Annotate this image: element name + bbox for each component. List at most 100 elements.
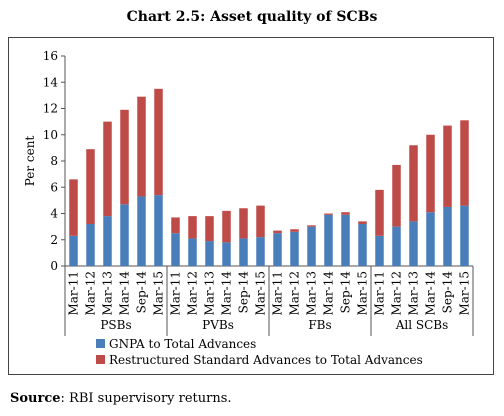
chart-title: Chart 2.5: Asset quality of SCBs (126, 9, 378, 25)
group-label: PVBs (202, 318, 234, 332)
y-tick-label: 14 (43, 75, 59, 89)
bar-restructured-fbs-mar-11 (273, 230, 282, 234)
bar-gnpa-pvbs-mar-11 (171, 233, 180, 266)
x-tick-label: Mar-11 (271, 271, 285, 316)
source-note: Source: RBI supervisory returns. (10, 391, 232, 406)
legend-swatch-gnpa (96, 339, 105, 348)
source-text: : RBI supervisory returns. (60, 391, 232, 406)
x-tick-label: Mar-14 (424, 271, 438, 316)
x-tick-label: Mar-13 (101, 271, 115, 316)
bar-restructured-pvbs-mar-15 (256, 205, 265, 238)
x-tick-label: Mar-11 (373, 271, 387, 316)
y-tick-label: 12 (43, 102, 58, 116)
bar-gnpa-psbs-mar-11 (69, 235, 78, 266)
bar-restructured-all-scbs-mar-11 (375, 189, 384, 236)
x-tick-label: Sep-14 (441, 271, 455, 314)
y-tick-label: 10 (43, 128, 58, 142)
x-tick-label: Mar-11 (169, 271, 183, 316)
x-tick-label: Mar-12 (84, 271, 98, 316)
bar-gnpa-psbs-mar-14 (120, 204, 129, 266)
legend-swatch-restructured (96, 355, 105, 364)
bar-gnpa-all-scbs-mar-13 (409, 221, 418, 266)
x-tick-label: Mar-13 (203, 271, 217, 316)
y-tick-label: 0 (50, 259, 58, 273)
bar-restructured-all-scbs-mar-13 (409, 145, 418, 222)
x-tick-label: Mar-12 (186, 271, 200, 316)
bar-restructured-fbs-mar-15 (358, 221, 367, 224)
bar-restructured-psbs-mar-15 (154, 88, 163, 196)
chart-bars (69, 88, 469, 266)
bar-restructured-pvbs-sep-14 (239, 208, 248, 239)
bar-gnpa-psbs-mar-15 (154, 195, 163, 266)
bar-gnpa-pvbs-mar-12 (188, 238, 197, 266)
bar-gnpa-fbs-sep-14 (341, 214, 350, 266)
y-tick-label: 8 (50, 154, 58, 168)
bar-gnpa-fbs-mar-14 (324, 214, 333, 266)
source-label: Source (10, 391, 61, 406)
bar-gnpa-fbs-mar-15 (358, 224, 367, 266)
legend-label-restructured: Restructured Standard Advances to Total … (109, 353, 423, 367)
bar-gnpa-all-scbs-mar-12 (392, 226, 401, 266)
y-tick-label: 16 (43, 49, 58, 63)
bar-restructured-fbs-mar-12 (290, 229, 299, 232)
bar-restructured-psbs-mar-13 (103, 121, 112, 217)
bar-gnpa-psbs-sep-14 (137, 196, 146, 266)
x-tick-label: Sep-14 (135, 271, 149, 314)
y-tick-label: 2 (50, 233, 58, 247)
bar-gnpa-psbs-mar-12 (86, 224, 95, 266)
bar-gnpa-fbs-mar-13 (307, 226, 316, 266)
bar-restructured-fbs-mar-14 (324, 213, 333, 215)
y-tick-label: 6 (50, 180, 58, 194)
bar-restructured-psbs-mar-11 (69, 179, 78, 236)
bar-restructured-psbs-mar-12 (86, 149, 95, 224)
group-label: All SCBs (395, 318, 449, 332)
x-tick-label: Mar-13 (305, 271, 319, 316)
x-tick-label: Mar-11 (67, 271, 81, 316)
bar-restructured-pvbs-mar-12 (188, 216, 197, 239)
bar-restructured-all-scbs-sep-14 (443, 125, 452, 207)
x-tick-label: Sep-14 (339, 271, 353, 314)
x-tick-label: Mar-15 (254, 271, 268, 316)
x-tick-label: Mar-15 (152, 271, 166, 316)
bar-gnpa-all-scbs-mar-11 (375, 235, 384, 266)
x-tick-labels: Mar-11 Mar-12 Mar-13 Mar-14 Sep-14 Mar-15PSBs… (67, 271, 472, 332)
bar-gnpa-all-scbs-sep-14 (443, 206, 452, 266)
x-tick-label: Mar-14 (322, 271, 336, 316)
legend-label-gnpa: GNPA to Total Advances (109, 337, 256, 351)
group-label: PSBs (100, 318, 131, 332)
x-tick-label: Mar-14 (220, 271, 234, 316)
bar-gnpa-pvbs-mar-14 (222, 242, 231, 266)
bar-restructured-psbs-mar-14 (120, 109, 129, 205)
y-tick-label: 4 (50, 207, 58, 221)
bar-gnpa-fbs-mar-12 (290, 231, 299, 266)
bar-gnpa-all-scbs-mar-14 (426, 212, 435, 266)
y-axis-label: Per cent (23, 136, 37, 187)
chart-frame (8, 37, 494, 375)
x-tick-label: Mar-12 (288, 271, 302, 316)
bar-restructured-psbs-sep-14 (137, 96, 146, 197)
bar-gnpa-all-scbs-mar-15 (460, 205, 469, 266)
bar-gnpa-psbs-mar-13 (103, 216, 112, 266)
bar-gnpa-fbs-mar-11 (273, 233, 282, 266)
bar-gnpa-pvbs-mar-13 (205, 241, 214, 266)
bar-gnpa-pvbs-sep-14 (239, 238, 248, 266)
chart-legend: GNPA to Total Advances Restructured Stand… (96, 337, 423, 367)
bar-restructured-fbs-mar-13 (307, 225, 316, 227)
bar-restructured-all-scbs-mar-15 (460, 120, 469, 206)
group-label: FBs (308, 318, 331, 332)
bar-restructured-pvbs-mar-11 (171, 217, 180, 234)
x-tick-label: Mar-14 (118, 271, 132, 316)
bar-restructured-pvbs-mar-14 (222, 210, 231, 243)
bar-restructured-all-scbs-mar-12 (392, 164, 401, 227)
x-tick-label: Mar-12 (390, 271, 404, 316)
bar-restructured-pvbs-mar-13 (205, 216, 214, 242)
x-tick-label: Sep-14 (237, 271, 251, 314)
x-tick-label: Mar-13 (407, 271, 421, 316)
chart-axes: Per cent 0 2 4 6 8 10 12 14 16 (23, 49, 474, 336)
x-tick-label: Mar-15 (458, 271, 472, 316)
x-tick-label: Mar-15 (356, 271, 370, 316)
bar-restructured-all-scbs-mar-14 (426, 134, 435, 213)
bar-gnpa-pvbs-mar-15 (256, 237, 265, 266)
bar-restructured-fbs-sep-14 (341, 212, 350, 215)
